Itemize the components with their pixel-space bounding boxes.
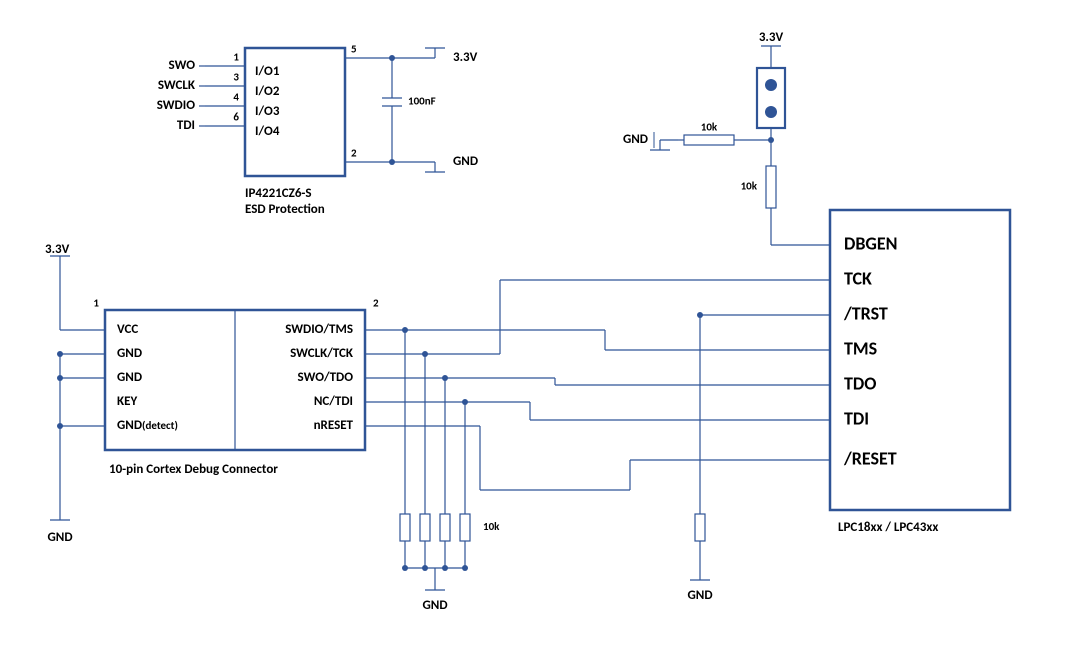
resistor [400,510,410,545]
svg-text:2: 2 [351,147,357,160]
svg-text:10k: 10k [741,180,758,193]
svg-text:3.3V: 3.3V [759,30,784,45]
resistor [440,510,450,545]
svg-text:DBGEN: DBGEN [844,232,898,254]
svg-text:KEY: KEY [117,394,137,409]
svg-text:3.3V: 3.3V [453,50,478,65]
svg-text:ESD Protection: ESD Protection [245,202,325,217]
svg-text:TDI: TDI [177,118,195,133]
gnd-symbol [690,570,710,580]
svg-text:/TRST: /TRST [843,302,888,324]
resistor [460,510,470,545]
svg-text:NC/TDI: NC/TDI [314,394,353,409]
svg-text:I/O3: I/O3 [255,104,280,119]
svg-text:GND(detect): GND(detect) [117,418,178,433]
svg-text:SWDIO: SWDIO [157,98,195,113]
gnd-symbol [50,510,70,520]
svg-text:TDI: TDI [844,407,869,429]
svg-text:GND: GND [117,370,142,385]
svg-text:GND: GND [47,530,72,545]
svg-text:10-pin Cortex Debug Connector: 10-pin Cortex Debug Connector [109,462,278,477]
resistor [766,162,776,212]
svg-text:I/O1: I/O1 [255,64,280,79]
svg-text:TMS: TMS [844,337,877,359]
svg-text:/RESET: /RESET [843,447,897,469]
jumper [757,68,785,128]
svg-text:GND: GND [453,154,478,169]
svg-text:GND: GND [422,598,447,613]
svg-text:SWCLK: SWCLK [158,78,196,93]
svg-text:4: 4 [233,91,239,104]
svg-text:IP4221CZ6-S: IP4221CZ6-S [245,186,312,201]
pwr-symbol [50,256,70,266]
svg-text:GND: GND [623,132,648,147]
svg-text:I/O4: I/O4 [255,124,280,139]
svg-text:1: 1 [93,297,99,310]
svg-text:TCK: TCK [844,267,872,289]
svg-text:I/O2: I/O2 [255,84,280,99]
svg-text:TDO: TDO [844,372,876,394]
svg-text:10k: 10k [483,520,500,533]
svg-text:SWDIO/TMS: SWDIO/TMS [285,322,353,337]
svg-text:5: 5 [351,43,357,56]
gnd-symbol [425,162,445,172]
svg-text:10k: 10k [701,121,718,134]
gnd-symbol [650,140,670,150]
svg-text:100nF: 100nF [408,95,436,108]
svg-text:1: 1 [233,51,239,64]
pwr-symbol [761,46,781,56]
svg-text:SWCLK/TCK: SWCLK/TCK [290,346,354,361]
svg-text:2: 2 [373,297,379,310]
svg-text:GND: GND [687,588,712,603]
resistor [678,135,740,145]
svg-text:VCC: VCC [117,322,138,337]
svg-text:3.3V: 3.3V [45,242,70,257]
svg-text:LPC18xx / LPC43xx: LPC18xx / LPC43xx [838,520,938,535]
svg-text:3: 3 [233,71,239,84]
svg-text:SWO: SWO [169,58,196,73]
resistor [420,510,430,545]
svg-text:SWO/TDO: SWO/TDO [298,370,354,385]
schematic: 1 SWO I/O1 3 SWCLK I/O2 4 SWDIO I/O3 6 TDI I/O4 5 3.3… [45,30,1010,613]
svg-text:6: 6 [233,111,239,124]
svg-text:nRESET: nRESET [314,418,354,433]
pwr-symbol [425,48,445,58]
gnd-symbol [425,580,445,590]
svg-text:GND: GND [117,346,142,361]
resistor [695,510,705,545]
